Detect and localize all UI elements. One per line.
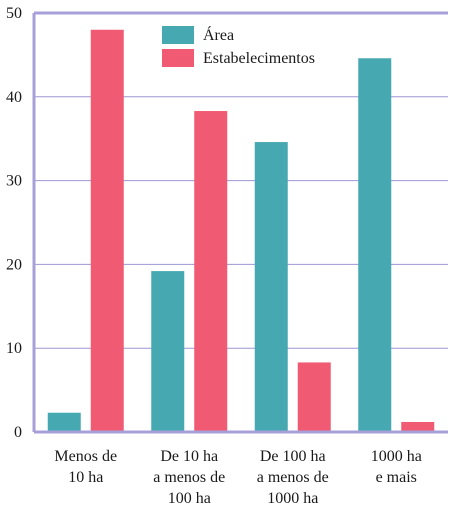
legend-label: Área bbox=[203, 25, 234, 44]
x-axis-labels: Menos de 10 ha De 10 ha a menos de 100 ha De … bbox=[54, 448, 421, 507]
bar-area bbox=[151, 271, 185, 432]
y-tick-label: 50 bbox=[6, 5, 22, 22]
x-tick-label: De 10 ha bbox=[160, 448, 218, 465]
x-tick-label: a menos de bbox=[153, 469, 225, 486]
y-tick-label: 0 bbox=[14, 424, 22, 441]
bar-estabelecimentos bbox=[90, 29, 124, 432]
x-tick-label: 100 ha bbox=[168, 490, 211, 507]
plot-frame bbox=[32, 11, 448, 434]
bar-estabelecimentos bbox=[401, 421, 435, 432]
x-tick-label: 1000 ha bbox=[267, 490, 318, 507]
bar-estabelecimentos bbox=[194, 111, 228, 433]
legend: Área Estabelecimentos bbox=[162, 25, 315, 67]
y-tick-label: 20 bbox=[6, 256, 22, 273]
y-axis-ticks: 0 10 20 30 40 50 bbox=[6, 5, 22, 441]
y-tick-label: 30 bbox=[6, 173, 22, 190]
x-tick-label: De 100 ha bbox=[260, 448, 326, 465]
legend-swatch bbox=[162, 26, 194, 44]
bar-estabelecimentos bbox=[297, 362, 331, 432]
x-tick-label: e mais bbox=[376, 469, 417, 486]
legend-label: Estabelecimentos bbox=[203, 50, 315, 67]
x-tick-label: 1000 ha bbox=[371, 448, 422, 465]
x-tick-label: a menos de bbox=[257, 469, 329, 486]
legend-swatch bbox=[162, 49, 194, 67]
x-tick-label: Menos de bbox=[54, 448, 117, 465]
y-tick-label: 10 bbox=[6, 340, 22, 357]
bar-area bbox=[254, 142, 288, 432]
bar-area bbox=[47, 412, 81, 432]
bar-area bbox=[358, 58, 392, 432]
y-tick-label: 40 bbox=[6, 89, 22, 106]
bars bbox=[47, 29, 435, 433]
x-tick-label: 10 ha bbox=[68, 469, 103, 486]
